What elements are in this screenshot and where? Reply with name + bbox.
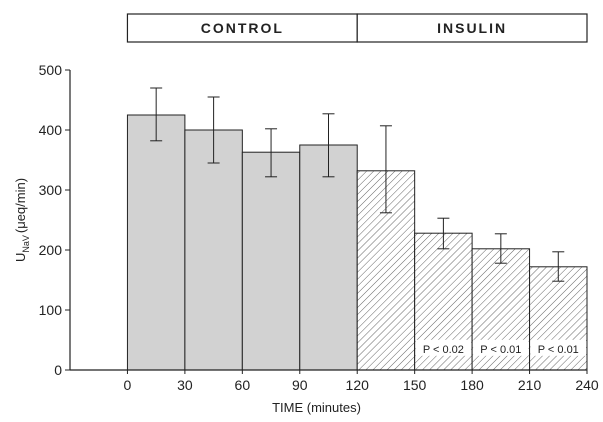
period-label-control: CONTROL [201,20,284,36]
axis-labels: TIME (minutes) UNaV (μeq/min) [13,178,361,415]
period-box-insulin [356,13,588,43]
y-tick-label-300: 300 [39,182,63,198]
x-tick-label-60: 60 [235,377,251,393]
y-axis-title-main: U [13,253,28,262]
axes: 0 100 200 300 400 500 0 30 60 90 120 150 180 210 240 [39,62,599,393]
bar-annotation-6: P < 0.01 [480,344,521,356]
x-tick-label-180: 180 [460,377,484,393]
bar-annotation-5: P < 0.02 [423,344,464,356]
y-tick-label-200: 200 [39,242,63,258]
bar-3 [299,144,358,371]
bar-annotation-7: P < 0.01 [538,344,579,356]
x-tick-label-0: 0 [124,377,132,393]
x-tick-label-150: 150 [403,377,427,393]
period-box-control [126,13,358,43]
x-axis-title: TIME (minutes) [272,400,361,415]
y-tick-label-0: 0 [54,362,62,378]
x-tick-label-120: 120 [346,377,370,393]
y-axis-title: UNaV (μeq/min) [13,178,31,262]
y-axis-title-unit: (μeq/min) [13,178,28,233]
x-tick-label-240: 240 [575,377,599,393]
annotation-bg-7 [530,339,586,356]
bar-1 [184,129,243,371]
bar-2 [241,151,301,371]
bar-0 [126,114,186,371]
y-tick-label-100: 100 [39,302,63,318]
annotation-bg-6 [473,339,529,356]
period-header: CONTROL INSULIN [126,13,588,43]
x-tick-label-210: 210 [518,377,542,393]
x-tick-label-90: 90 [292,377,308,393]
bars: P < 0.02 P < 0.01 P < 0.01 [126,87,588,371]
y-axis-title-sub: NaV [21,235,31,253]
x-tick-label-30: 30 [177,377,193,393]
annotation-bg-5 [415,339,472,356]
y-tick-label-500: 500 [39,62,63,78]
y-tick-label-400: 400 [39,122,63,138]
period-label-insulin: INSULIN [437,20,507,36]
